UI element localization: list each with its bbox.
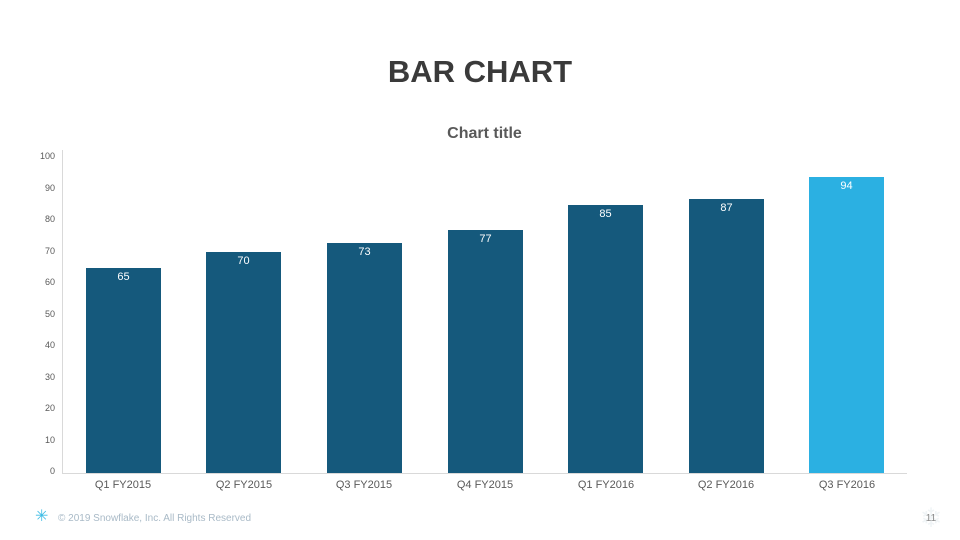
chart-bar-q3-fy2016: 94 (809, 177, 884, 473)
y-axis-label: 90 (44, 182, 55, 193)
bar-value-label: 85 (599, 208, 612, 220)
y-axis-label: 30 (44, 371, 55, 382)
x-axis-label: Q1 FY2016 (577, 479, 635, 491)
x-axis-label: Q3 FY2016 (818, 479, 876, 491)
y-axis-label: 60 (44, 277, 55, 287)
chart-bar-q1-fy2015: 65 (86, 268, 161, 473)
y-axis-label: 20 (44, 403, 55, 413)
y-axis-label: 80 (44, 214, 55, 224)
y-axis-label: 50 (44, 308, 55, 319)
y-axis-label: 0 (49, 466, 55, 476)
x-axis-label: Q4 FY2015 (456, 479, 514, 491)
chart-bar-q4-fy2015: 77 (448, 230, 523, 473)
snowflake-icon: ✳ (35, 508, 49, 525)
y-axis-label: 10 (44, 434, 55, 445)
y-axis-label: 40 (44, 340, 55, 350)
x-axis-label: Q3 FY2015 (335, 479, 393, 491)
bar-value-label: 94 (840, 180, 853, 192)
chart-bar-q2-fy2015: 70 (206, 252, 281, 473)
x-axis-label: Q1 FY2015 (94, 479, 152, 491)
snowflake-watermark-icon: ❄ (919, 503, 943, 533)
bar-value-label: 65 (117, 271, 130, 283)
chart-title: Chart title (447, 125, 522, 142)
x-axis-label: Q2 FY2015 (215, 479, 273, 491)
x-axis-label: Q2 FY2016 (697, 479, 755, 491)
chart-bar-q2-fy2016: 87 (689, 199, 764, 473)
bar-value-label: 70 (237, 255, 250, 267)
y-axis-line (62, 150, 63, 473)
chart-bar-q3-fy2015: 73 (327, 243, 402, 473)
bar-value-label: 77 (479, 233, 492, 245)
x-axis-line (62, 473, 907, 474)
bar-value-label: 87 (720, 202, 733, 214)
copyright-text: © 2019 Snowflake, Inc. All Rights Reserv… (58, 513, 252, 524)
y-axis-label: 70 (44, 245, 55, 256)
page-number: 11 (925, 513, 937, 524)
bar-value-label: 73 (358, 246, 371, 258)
y-axis-label: 100 (39, 151, 55, 161)
chart-bar-q1-fy2016: 85 (568, 205, 643, 473)
slide-title: BAR CHART (387, 54, 573, 89)
